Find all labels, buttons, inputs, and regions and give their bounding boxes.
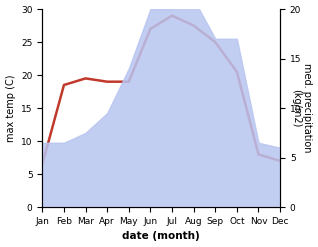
Y-axis label: med. precipitation
(kg/m2): med. precipitation (kg/m2): [291, 63, 313, 153]
Y-axis label: max temp (C): max temp (C): [5, 74, 16, 142]
X-axis label: date (month): date (month): [122, 231, 200, 242]
